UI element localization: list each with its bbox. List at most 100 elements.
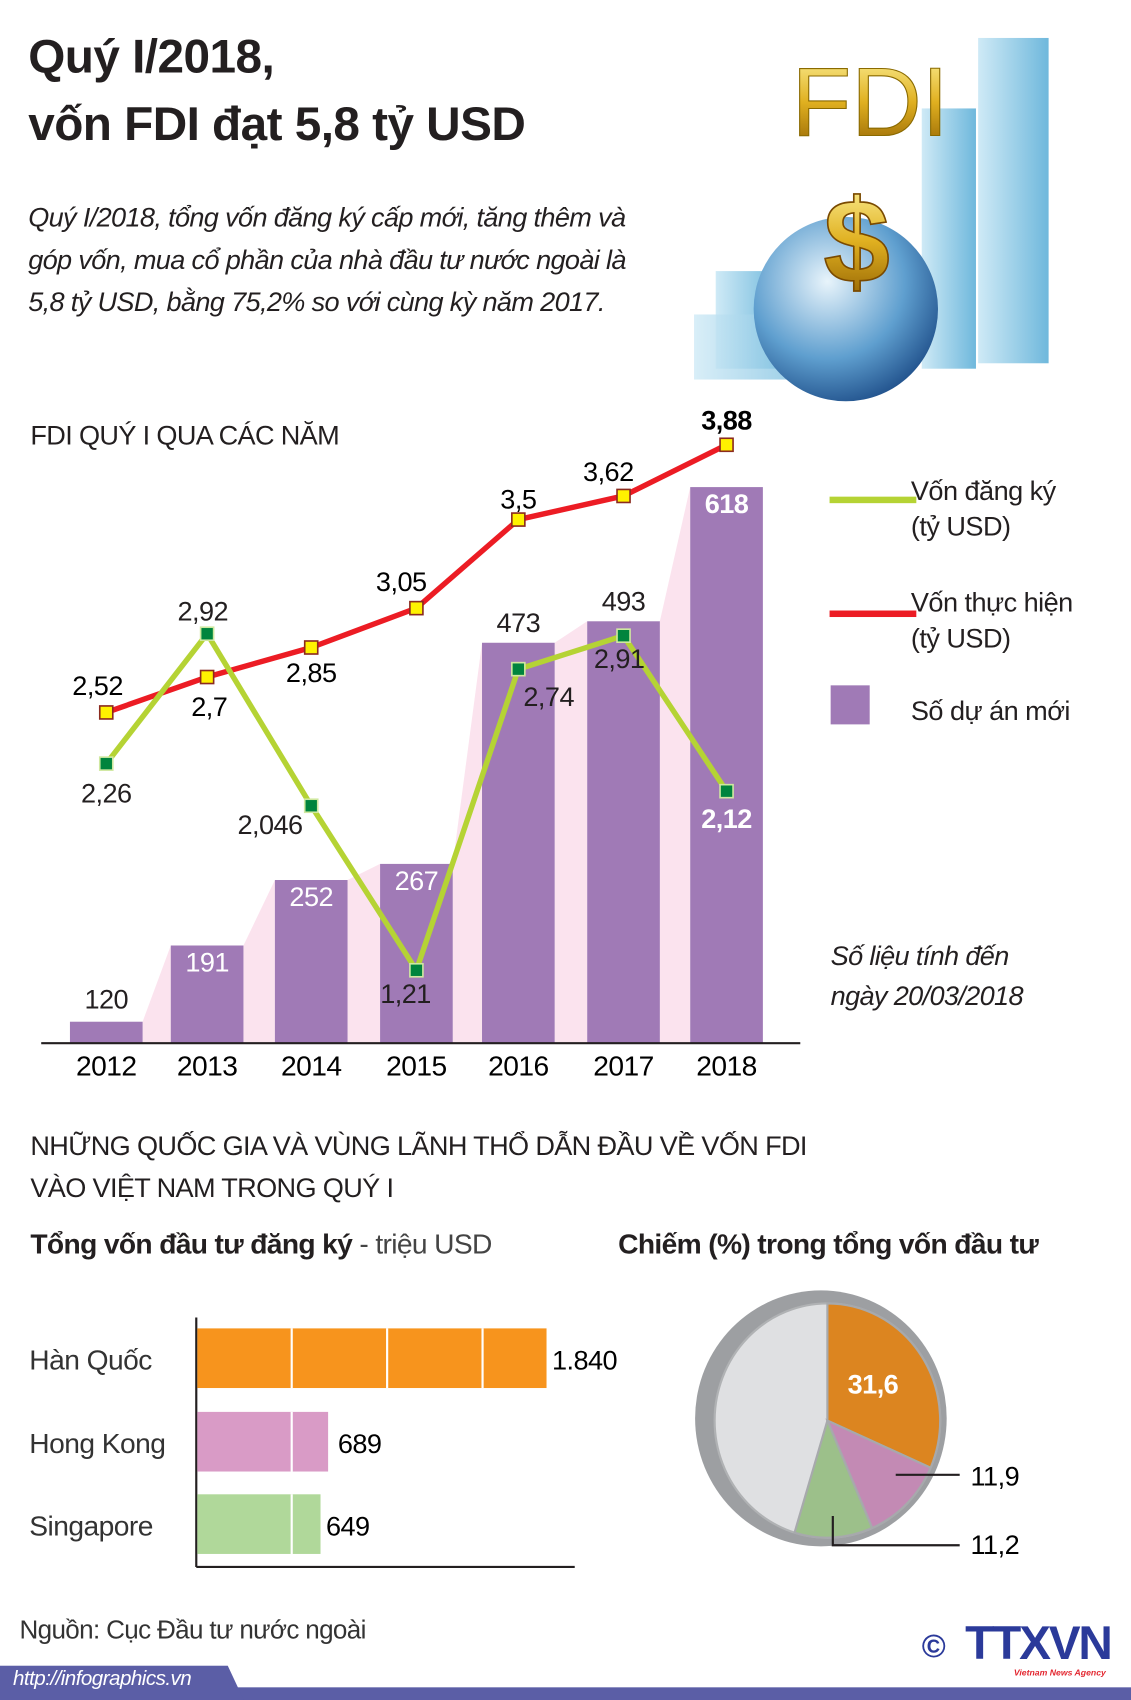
bar-2013 bbox=[170, 945, 244, 1044]
copyright-icon: © bbox=[921, 1628, 946, 1665]
footer-band bbox=[0, 1665, 1131, 1700]
implemented-value-label: 3,5 bbox=[500, 484, 536, 515]
legend-label: (tỷ USD) bbox=[910, 623, 1011, 654]
lead-paragraph: Quý I/2018, tổng vốn đăng ký cấp mới, tă… bbox=[28, 202, 626, 318]
bar-singapore bbox=[197, 1494, 321, 1554]
fdi-logo-text: FDI bbox=[792, 48, 949, 157]
pie-value-label: 11,9 bbox=[971, 1461, 1020, 1492]
title-line-2: vốn FDI đạt 5,8 tỷ USD bbox=[28, 97, 526, 151]
bar-2018 bbox=[690, 487, 763, 1044]
registered-point bbox=[98, 756, 114, 771]
registered-value-label: 1,21 bbox=[380, 978, 431, 1009]
legend-registered: Vốn đăng ký (tỷ USD) bbox=[911, 474, 1056, 546]
bar-chart-title-text: Tổng vốn đầu tư đăng ký bbox=[30, 1227, 353, 1261]
dollar-icon: $ bbox=[824, 175, 890, 308]
footer-band-line bbox=[0, 1687, 1131, 1700]
implemented-value-label: 3,62 bbox=[583, 456, 634, 487]
section-title: NHỮNG QUỐC GIA VÀ VÙNG LÃNH THỔ DẪN ĐẦU … bbox=[30, 1126, 807, 1211]
implemented-point bbox=[303, 640, 319, 655]
bar-2014 bbox=[274, 880, 348, 1044]
registered-point bbox=[616, 628, 631, 644]
bar-value-label: 191 bbox=[185, 947, 229, 978]
bar-connector-shade bbox=[347, 863, 381, 1044]
registered-value-label: 2,92 bbox=[177, 596, 228, 627]
chart-title: FDI QUÝ I QUA CÁC NĂM bbox=[30, 420, 340, 452]
legend-swatch-projects bbox=[830, 685, 870, 725]
legend-label: (tỷ USD) bbox=[910, 511, 1011, 543]
note-line: Số liệu tính đến bbox=[830, 941, 1010, 972]
website-link[interactable]: http://infographics.vn bbox=[13, 1667, 192, 1691]
registered-value-label: 2,26 bbox=[81, 778, 132, 809]
legend-swatch-implemented bbox=[829, 610, 917, 618]
bar-2012 bbox=[69, 1021, 143, 1044]
globe-icon bbox=[753, 216, 939, 402]
implemented-point bbox=[616, 488, 631, 504]
bar-connector-shade bbox=[452, 642, 483, 1044]
x-tick-label: 2013 bbox=[177, 1050, 238, 1082]
legend-label: Vốn thực hiện bbox=[910, 587, 1073, 619]
source-note: Nguồn: Cục Đầu tư nước ngoài bbox=[19, 1615, 367, 1646]
x-tick-label: 2014 bbox=[281, 1050, 342, 1082]
pie-slice bbox=[825, 1418, 933, 1530]
implemented-value-label: 3,05 bbox=[376, 566, 427, 597]
registered-value-label: 2,91 bbox=[594, 643, 645, 674]
implemented-value-label: 2,85 bbox=[286, 657, 337, 688]
implemented-point bbox=[409, 600, 424, 616]
section-title-line: VÀO VIỆT NAM TRONG QUÝ I bbox=[30, 1173, 394, 1204]
ttxvn-logo: TTXVN bbox=[965, 1616, 1113, 1670]
bar-2017 bbox=[587, 621, 660, 1044]
bar-value-label: 493 bbox=[602, 585, 646, 616]
bar-value-label: 649 bbox=[326, 1511, 370, 1542]
bar-value-label: 252 bbox=[289, 881, 333, 912]
bar-value-label: 689 bbox=[338, 1428, 382, 1459]
country-label: Hàn Quốc bbox=[29, 1344, 152, 1376]
leader-line bbox=[831, 1515, 960, 1547]
implemented-point bbox=[98, 705, 114, 720]
fdi-illustration: $ FDI bbox=[694, 37, 1049, 402]
ttxvn-logo-subtitle: Vietnam News Agency bbox=[1013, 1667, 1106, 1678]
page-title: Quý I/2018, vốn FDI đạt 5,8 tỷ USD bbox=[28, 24, 526, 158]
registered-value-label: 2,12 bbox=[701, 803, 752, 834]
x-tick-label: 2016 bbox=[488, 1050, 549, 1082]
fdi-combo-chart: 2012 2013 2014 2015 2016 2017 2018 120 191 252 267… bbox=[41, 405, 801, 1082]
registered-point bbox=[719, 783, 734, 799]
bar-value-label: 120 bbox=[84, 984, 128, 1015]
bar-connector-shade bbox=[554, 621, 588, 1044]
registered-value-label: 2,046 bbox=[237, 809, 302, 840]
bar-value-label: 1.840 bbox=[552, 1345, 618, 1376]
bar-value-label: 473 bbox=[497, 607, 541, 638]
pie-slice bbox=[826, 1302, 942, 1470]
x-tick-label: 2018 bbox=[696, 1050, 757, 1082]
note-line: ngày 20/03/2018 bbox=[830, 981, 1024, 1012]
legend-label: Vốn đăng ký bbox=[910, 476, 1056, 507]
bar-chart-title: Tổng vốn đầu tư đăng ký - triệu USD bbox=[30, 1227, 492, 1262]
registered-point bbox=[199, 626, 215, 642]
x-tick-label: 2017 bbox=[593, 1050, 654, 1082]
registered-value-label: 2,74 bbox=[523, 681, 574, 712]
bar-chart-unit: - triệu USD bbox=[352, 1227, 492, 1261]
bar-value-label: 618 bbox=[705, 488, 749, 519]
pie-value-label: 11,2 bbox=[971, 1529, 1020, 1560]
x-tick-label: 2012 bbox=[76, 1050, 137, 1082]
x-tick-label: 2015 bbox=[386, 1050, 447, 1082]
pie-chart-title: Chiếm (%) trong tổng vốn đầu tư bbox=[618, 1227, 1039, 1261]
registered-point bbox=[409, 962, 424, 978]
legend-swatch-registered bbox=[829, 496, 917, 504]
implemented-value-label: 3,88 bbox=[701, 405, 752, 436]
registered-point bbox=[303, 798, 319, 814]
bar-connector-shade bbox=[659, 487, 691, 1044]
bar-connector-shade bbox=[243, 880, 275, 1044]
implemented-point bbox=[511, 512, 526, 527]
bar-hàn-quốc bbox=[197, 1328, 547, 1389]
implemented-point bbox=[719, 437, 734, 453]
share-pie-chart: 31,6 11,9 11,2 bbox=[695, 1290, 1020, 1560]
bar-connector-shade bbox=[142, 945, 171, 1044]
bar-hong-kong bbox=[197, 1411, 329, 1472]
legend-implemented: Vốn thực hiện (tỷ USD) bbox=[911, 586, 1073, 658]
section-title-line: NHỮNG QUỐC GIA VÀ VÙNG LÃNH THỔ DẪN ĐẦU … bbox=[30, 1131, 807, 1162]
data-note: Số liệu tính đến ngày 20/03/2018 bbox=[830, 937, 1024, 1017]
pie-value-label: 31,6 bbox=[848, 1368, 899, 1399]
country-label: Singapore bbox=[29, 1510, 153, 1542]
title-line-1: Quý I/2018, bbox=[28, 30, 275, 84]
